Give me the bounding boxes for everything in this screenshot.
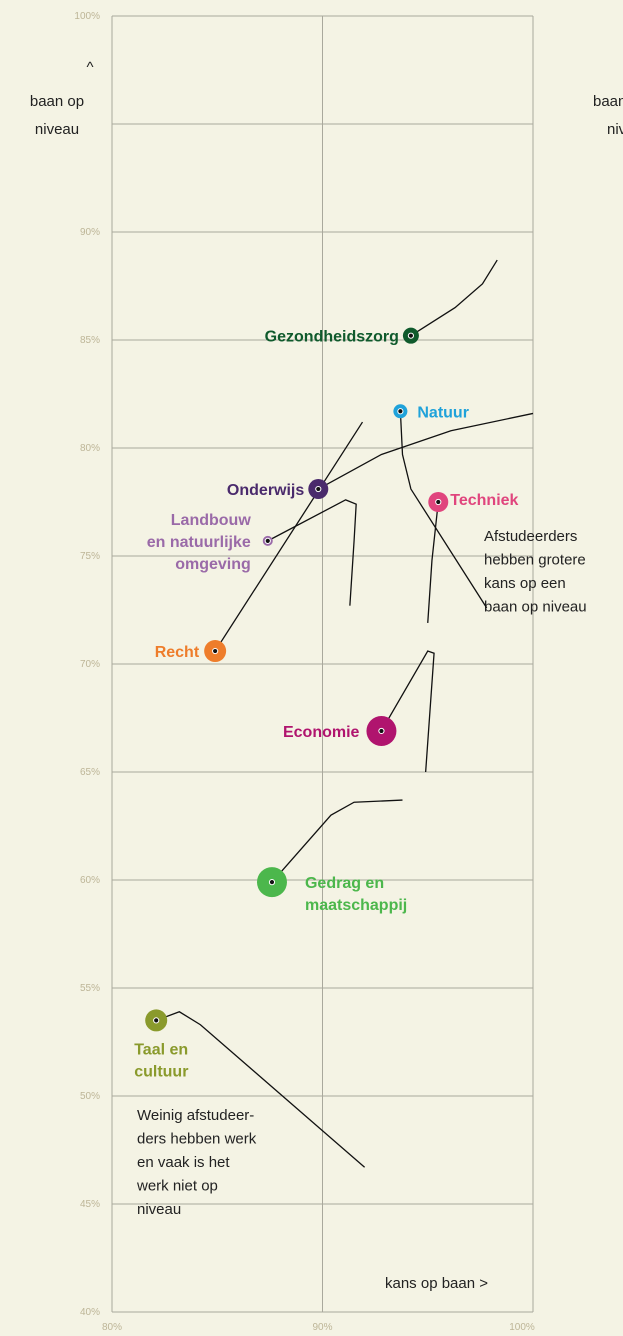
bubble-center [397,408,404,415]
point-label: en natuurlijke [147,534,251,551]
y-tick-label: 50% [80,1091,100,1102]
trail [317,412,534,490]
annotation: Afstudeerders [484,528,577,545]
bubble-center [378,727,385,735]
annotation: niveau [137,1201,181,1218]
y-tick-label: 90% [80,227,100,238]
y-tick-label: 45% [80,1199,100,1210]
point-label: Landbouw [171,512,252,529]
trail [267,499,357,606]
trail [380,650,435,773]
y-tick-label: 65% [80,767,100,778]
trail [399,411,488,609]
trail [155,1011,366,1168]
y-tick-label: 40% [80,1307,100,1318]
annotation: en vaak is het [137,1154,230,1171]
y-tick-label: 80% [80,443,100,454]
trail [271,799,403,883]
x-tick-label: 90% [312,1322,332,1333]
y-axis-label: ^ [86,59,93,76]
annotation: hebben grotere [484,552,586,569]
bubble-center [435,498,442,506]
point-label: Natuur [417,404,469,421]
annotation: Weinig afstudeer- [137,1107,254,1124]
y-tick-label: 60% [80,875,100,886]
point-label: Taal en [134,1041,188,1058]
annotation: baan op niveau [484,599,587,616]
y-axis-label: niveau [35,121,79,138]
trail [427,501,439,624]
annotation: werk niet op [136,1178,218,1195]
point-label: maatschappij [305,897,407,914]
x-tick-label: 80% [102,1322,122,1333]
point-label: Gezondheidszorg [265,329,399,346]
point-label: omgeving [175,556,251,573]
point-label: cultuur [134,1063,188,1080]
y-axis-label: baan op [593,93,623,110]
y-tick-label: 75% [80,551,100,562]
point-label: Onderwijs [227,482,304,499]
point-label: Recht [155,644,200,661]
bubble-center [315,485,322,493]
point-label: Economie [283,724,360,741]
bubble-center [264,537,271,544]
trail [214,421,364,652]
annotation: ders hebben werk [137,1131,257,1148]
point-label: Techniek [450,492,518,509]
bubble-center [212,647,219,655]
y-tick-label: 70% [80,659,100,670]
y-axis-label: niveau [607,121,623,138]
annotation: kans op een [484,575,566,592]
trail [410,259,498,337]
bubble-center [268,879,276,886]
y-axis-label: baan op [30,93,84,110]
x-tick-label: 100% [509,1322,535,1333]
bubble-center [153,1017,160,1024]
bubble-center [407,332,415,339]
x-axis-label: kans op baan > [385,1275,488,1292]
y-tick-label: 85% [80,335,100,346]
y-tick-label: 55% [80,983,100,994]
y-tick-label: 100% [74,11,100,22]
point-label: Gedrag en [305,875,384,892]
